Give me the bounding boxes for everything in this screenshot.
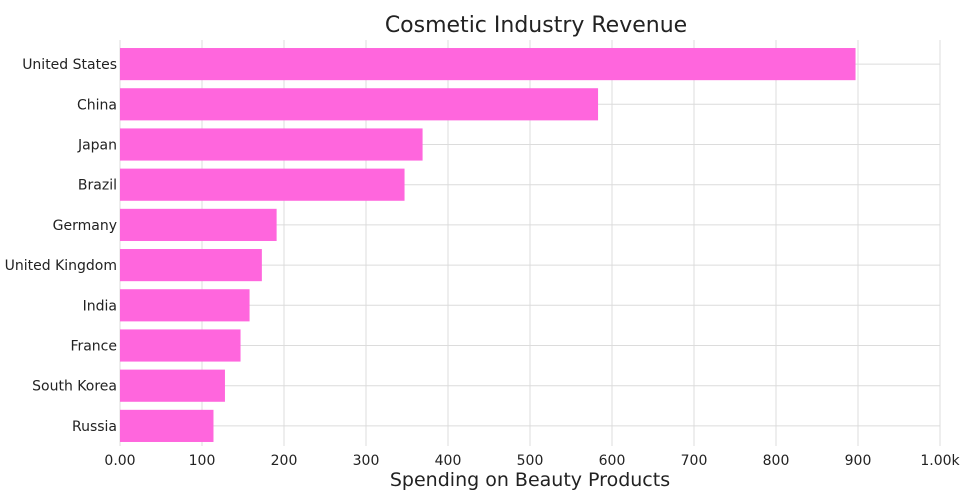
- bar-south-korea: [120, 369, 225, 402]
- category-label: India: [83, 298, 117, 314]
- bar-russia: [120, 409, 214, 442]
- x-tick-label: 0.00: [104, 453, 135, 469]
- category-label: Brazil: [78, 178, 117, 194]
- category-labels: United States China Japan Brazil Germany Unit…: [5, 57, 117, 435]
- bar-france: [120, 329, 241, 362]
- x-tick-label: 300: [353, 453, 380, 469]
- bar-japan: [120, 128, 423, 161]
- x-tick-label: 900: [845, 453, 872, 469]
- bar-germany: [120, 208, 277, 241]
- bar-brazil: [120, 168, 405, 201]
- x-tick-label: 800: [763, 453, 790, 469]
- x-axis-title: Spending on Beauty Products: [390, 469, 670, 491]
- bar-india: [120, 289, 250, 322]
- x-tick-label: 700: [681, 453, 708, 469]
- category-label: Germany: [53, 218, 117, 234]
- x-tick-label: 200: [271, 453, 298, 469]
- category-label: Japan: [77, 138, 117, 154]
- category-label: South Korea: [32, 379, 117, 395]
- bar-united-kingdom: [120, 249, 262, 282]
- bar-china: [120, 88, 599, 121]
- x-tick-labels: 0.00 100 200 300 400 500 600 700 800 900 1.00k: [104, 453, 960, 469]
- chart-title: Cosmetic Industry Revenue: [385, 13, 687, 38]
- category-label: Russia: [72, 419, 117, 435]
- category-label: China: [77, 97, 117, 113]
- category-label: United States: [22, 57, 117, 73]
- x-tick-label: 600: [599, 453, 626, 469]
- category-label: United Kingdom: [5, 258, 117, 274]
- x-tick-label: 400: [435, 453, 462, 469]
- x-tick-label: 500: [517, 453, 544, 469]
- bars: [120, 48, 856, 442]
- bar-united-states: [120, 48, 856, 81]
- category-label: France: [70, 339, 117, 355]
- x-tick-label: 1.00k: [920, 453, 960, 469]
- x-tick-label: 100: [189, 453, 216, 469]
